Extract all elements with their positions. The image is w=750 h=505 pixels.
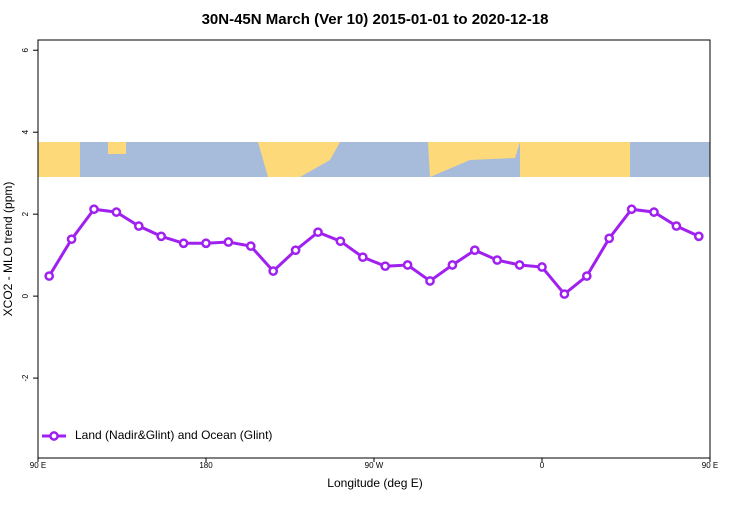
x-tick-label: 90 E: [702, 461, 718, 470]
point: [604, 233, 615, 244]
point: [335, 236, 346, 247]
legend: Land (Nadir&Glint) and Ocean (Glint): [42, 428, 272, 442]
y-tick-label: 0: [21, 293, 30, 298]
x-axis-label: Longitude (deg E): [327, 476, 422, 490]
point: [671, 221, 682, 231]
y-tick-label: 4: [21, 129, 30, 134]
point: [201, 238, 211, 249]
point: [469, 245, 480, 256]
point: [514, 260, 525, 270]
point: [492, 255, 503, 265]
point: [268, 266, 279, 276]
point: [559, 289, 570, 299]
x-tick-label: 90 E: [30, 461, 46, 470]
x-tick-label: 90 W: [365, 461, 384, 470]
plot-frame: [37, 39, 711, 459]
y-tick-label: -2: [21, 374, 30, 382]
point: [425, 276, 435, 286]
point: [447, 260, 458, 270]
point: [537, 262, 547, 272]
x-tick-label: 180: [199, 461, 213, 470]
point: [133, 221, 144, 231]
point: [380, 261, 391, 272]
point: [626, 204, 637, 215]
y-tick-label: 2: [21, 211, 30, 216]
point: [693, 231, 704, 242]
map-strip: [38, 142, 710, 177]
chart-title: 30N-45N March (Ver 10) 2015-01-01 to 202…: [202, 11, 549, 28]
point: [156, 231, 167, 242]
point: [44, 271, 55, 281]
point: [245, 241, 256, 251]
legend-marker: [49, 431, 59, 441]
x-tick-label: 0: [540, 461, 545, 470]
point: [649, 207, 659, 217]
point: [402, 260, 413, 270]
point: [111, 207, 122, 217]
point: [357, 252, 368, 263]
point: [178, 238, 189, 249]
point: [66, 234, 77, 245]
legend-label: Land (Nadir&Glint) and Ocean (Glint): [75, 428, 272, 442]
point: [313, 227, 323, 238]
y-tick-label: 6: [21, 47, 30, 52]
point: [223, 237, 234, 247]
point: [89, 204, 99, 215]
point: [290, 245, 301, 256]
point: [581, 271, 592, 281]
y-axis-label: XCO2 - MLO trend (ppm): [1, 182, 15, 317]
series-line: [47, 207, 700, 297]
